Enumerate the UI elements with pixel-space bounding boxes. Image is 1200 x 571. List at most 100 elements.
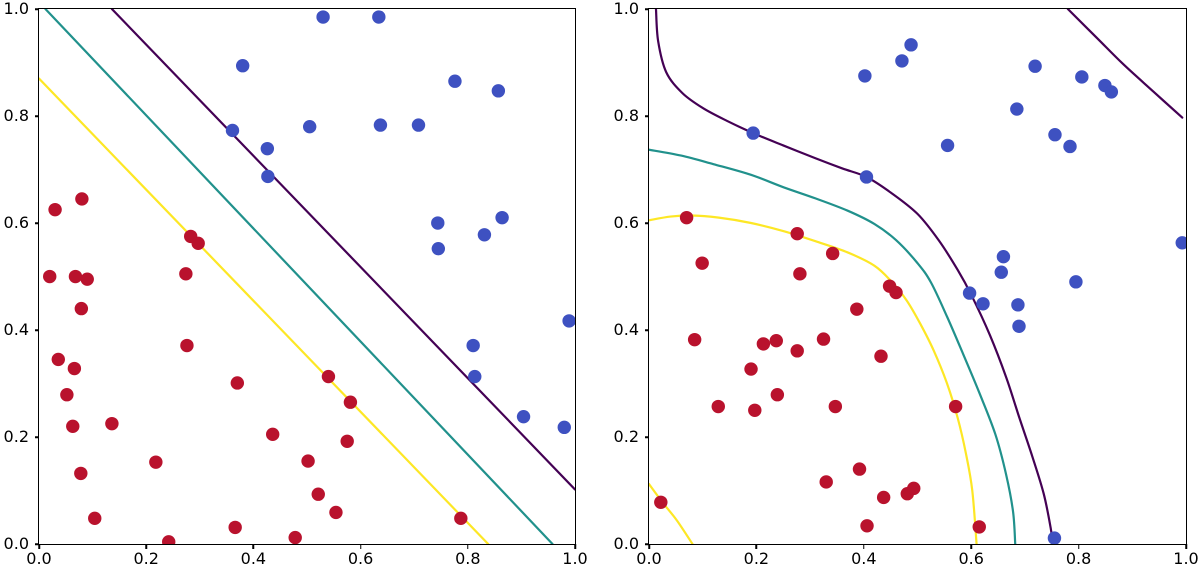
class-blue-point — [859, 170, 874, 184]
y-tick-mark — [644, 436, 649, 438]
x-tick-label: 0.4 — [240, 549, 267, 568]
class-blue-point — [1011, 298, 1025, 312]
class-red-point — [454, 511, 468, 526]
class-red-point — [162, 535, 176, 544]
x-tick-mark — [1077, 544, 1080, 549]
class-red-point — [825, 246, 840, 261]
x-tick-label: 0.0 — [636, 549, 662, 568]
class-red-point — [889, 285, 903, 300]
x-tick-label: 1.0 — [1173, 549, 1199, 568]
y-tick-label: 0.4 — [613, 320, 639, 339]
class-red-point — [948, 399, 963, 414]
class-red-point — [68, 269, 83, 284]
x-tick-mark — [145, 544, 147, 549]
right-subplot-axes: 0.0 0.2 0.4 0.6 0.8 1.0 0.0 0.2 0.4 0.6 0.8 1.0 — [614, 1, 1199, 567]
class-red-point — [288, 530, 302, 544]
class-red-point — [105, 416, 119, 431]
y-tick-mark — [644, 8, 649, 10]
class-red-point — [687, 332, 702, 347]
x-tick-label: 0.6 — [347, 549, 374, 568]
class-blue-point — [1175, 236, 1186, 250]
x-tick-mark — [252, 544, 255, 549]
class-red-point — [876, 490, 891, 505]
class-blue-point — [1063, 139, 1077, 154]
class-red-point — [74, 466, 88, 481]
class-blue-point — [372, 10, 386, 24]
class-blue-point — [976, 297, 990, 311]
class-blue-point — [1069, 275, 1083, 289]
class-red-point — [860, 519, 874, 533]
x-tick-mark — [1185, 544, 1187, 549]
class-red-point — [816, 332, 831, 346]
class-blue-point — [260, 141, 275, 156]
margin-upper-corner-branch-contour — [1068, 9, 1182, 118]
class-red-point — [67, 361, 82, 376]
class-red-point — [343, 395, 358, 409]
y-tick-mark — [34, 8, 39, 10]
class-red-point — [230, 376, 245, 390]
class-blue-point — [858, 69, 872, 83]
class-red-point — [66, 419, 80, 433]
y-tick-label: 0.2 — [613, 427, 639, 446]
class-blue-point — [448, 74, 462, 88]
y-tick-mark — [34, 115, 39, 117]
class-blue-point — [477, 228, 492, 242]
class-red-point — [850, 302, 864, 316]
decision-boundary-contour — [45, 9, 552, 544]
class-blue-point — [962, 286, 977, 300]
class-red-point — [790, 227, 804, 241]
class-red-point — [180, 338, 194, 353]
class-blue-point — [516, 409, 531, 424]
y-tick-label: 0.2 — [3, 427, 29, 446]
margin-lower-corner-branch-contour — [649, 484, 692, 544]
class-red-point — [51, 352, 65, 367]
x-tick-mark — [574, 544, 576, 549]
class-red-point — [790, 344, 804, 358]
left-plot-canvas — [39, 9, 575, 544]
class-red-point — [654, 495, 668, 509]
y-tick-mark — [34, 222, 39, 224]
class-blue-point — [235, 59, 250, 73]
class-blue-point — [1048, 128, 1062, 142]
class-red-point — [819, 475, 833, 489]
x-tick-label: 1.0 — [562, 549, 588, 568]
class-blue-point — [466, 338, 480, 353]
class-blue-point — [373, 118, 388, 132]
class-red-point — [972, 520, 986, 534]
decision-boundary-contour — [649, 150, 1015, 544]
class-blue-point — [495, 210, 509, 225]
class-red-point — [329, 505, 343, 520]
class-blue-point — [261, 169, 275, 184]
class-red-point — [43, 269, 57, 284]
class-red-point — [907, 481, 921, 496]
y-tick-label: 0.6 — [3, 213, 29, 232]
margin-lower-contour — [649, 215, 977, 544]
class-blue-point — [904, 38, 918, 52]
margin-lower-contour — [39, 79, 488, 544]
class-red-point — [793, 267, 807, 281]
class-blue-point — [994, 265, 1008, 279]
x-tick-mark — [970, 544, 972, 549]
y-tick-mark — [644, 222, 649, 224]
y-tick-label: 1.0 — [613, 0, 639, 18]
x-tick-label: 0.8 — [455, 549, 481, 568]
y-tick-label: 0.4 — [3, 320, 29, 339]
class-red-point — [48, 202, 62, 217]
class-blue-point — [316, 10, 330, 24]
class-red-point — [191, 236, 205, 251]
class-blue-point — [302, 120, 317, 134]
class-red-point — [756, 337, 771, 351]
class-blue-point — [1028, 59, 1042, 73]
class-red-point — [149, 455, 163, 469]
x-tick-mark — [863, 544, 865, 549]
class-red-point — [769, 334, 783, 348]
y-tick-mark — [34, 436, 39, 438]
class-red-point — [340, 434, 354, 448]
y-tick-mark — [34, 543, 39, 545]
left-subplot-content — [39, 9, 575, 544]
x-tick-label: 0.2 — [133, 549, 159, 568]
x-tick-label: 0.2 — [743, 549, 770, 568]
class-blue-point — [1075, 70, 1089, 84]
class-red-point — [311, 487, 325, 501]
